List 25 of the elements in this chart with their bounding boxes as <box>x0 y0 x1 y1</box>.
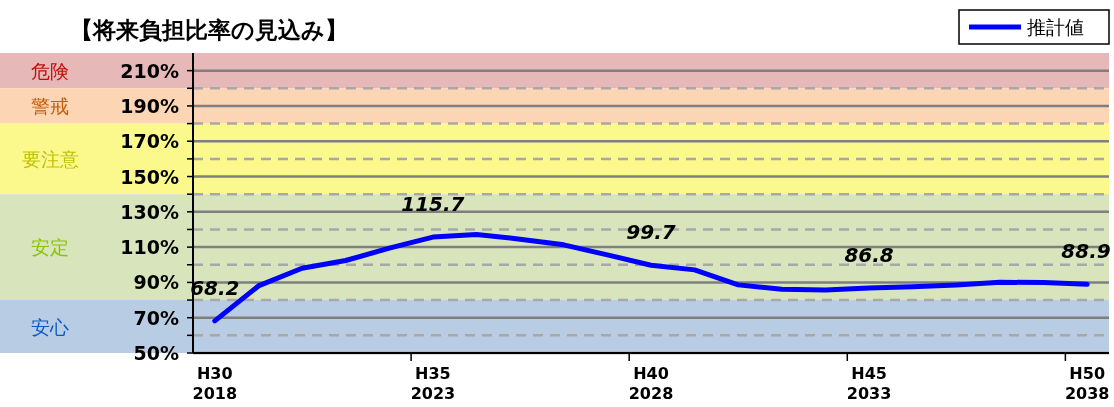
band-label: 安心 <box>31 315 69 338</box>
band-label: 安定 <box>31 236 69 259</box>
y-tick-label: 190% <box>120 94 179 117</box>
x-tick-label: H30 2018 <box>192 364 238 403</box>
band-label: 危険 <box>31 59 69 82</box>
data-label: 88.9 <box>1061 239 1111 264</box>
y-tick-label: 110% <box>120 236 179 259</box>
data-label: 86.8 <box>844 243 894 268</box>
y-tick-label: 150% <box>120 165 179 188</box>
x-tick-label: H40 2028 <box>628 364 674 403</box>
y-tick-label: 130% <box>120 200 179 223</box>
x-tick-label: H35 2023 <box>410 364 456 403</box>
data-label: 99.7 <box>626 220 676 245</box>
y-tick-label: 210% <box>120 59 179 82</box>
legend-label: 推計値 <box>1027 16 1084 38</box>
chart-title: 【将来負担比率の見込み】 <box>70 17 348 43</box>
data-label: 115.7 <box>401 192 465 217</box>
band-label: 警戒 <box>31 94 69 117</box>
y-tick-label: 170% <box>120 130 179 153</box>
band-label: 要注意 <box>21 147 79 170</box>
x-tick-label: H50 2038 <box>1064 364 1110 403</box>
y-tick-label: 90% <box>133 271 179 294</box>
x-tick-label: H45 2033 <box>846 364 892 403</box>
y-tick-label: 70% <box>133 306 179 329</box>
y-tick-label: 50% <box>133 342 179 364</box>
